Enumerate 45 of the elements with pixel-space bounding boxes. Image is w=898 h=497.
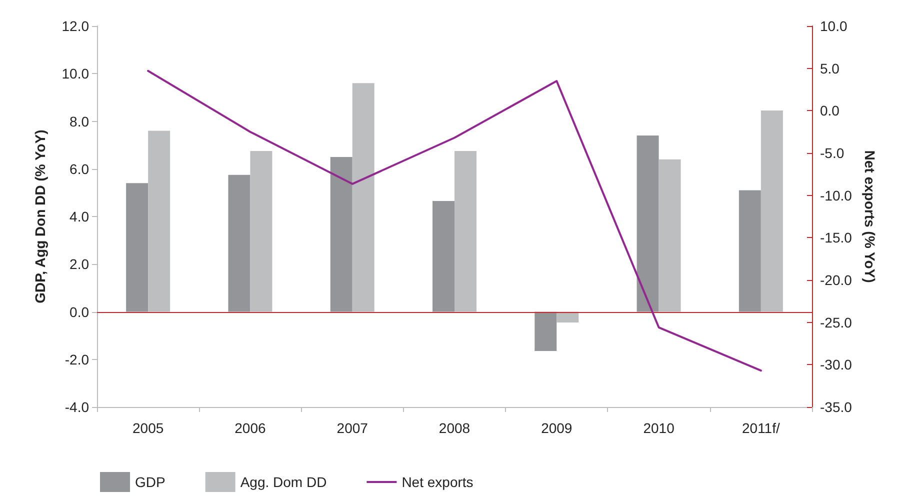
x-tick-label: 2010 xyxy=(643,420,675,436)
x-tick-label: 2011f/ xyxy=(742,420,780,436)
bar xyxy=(148,130,170,312)
bar xyxy=(454,151,476,312)
y2-tick-label: -35.0 xyxy=(820,399,852,415)
bar xyxy=(228,174,250,312)
y2-tick-label: 5.0 xyxy=(820,60,840,76)
x-tick-label: 2009 xyxy=(541,420,572,436)
y2-tick-label: -20.0 xyxy=(820,272,852,288)
y2-tick-label: -5.0 xyxy=(820,145,844,161)
bar xyxy=(534,312,557,352)
bar xyxy=(760,110,783,312)
bar xyxy=(126,183,148,312)
y-tick-label: 2.0 xyxy=(70,256,90,272)
line-series xyxy=(147,70,762,372)
y2-tick-label: -10.0 xyxy=(820,187,852,204)
x-tick-label: 2006 xyxy=(234,420,266,436)
x-tick-label: 2005 xyxy=(132,420,164,436)
y-axis-title: GDP, Agg Don DD (% YoY) xyxy=(32,130,48,304)
bar xyxy=(432,201,454,312)
bar xyxy=(658,159,681,312)
y2-tick-label: -25.0 xyxy=(820,314,852,330)
y2-tick-label: 0.0 xyxy=(820,102,840,119)
x-tick-label: 2008 xyxy=(438,420,470,436)
x-tick-label: 2007 xyxy=(336,420,368,436)
legend-label: Agg. Dom DD xyxy=(240,474,327,490)
y2-tick-label: 10.0 xyxy=(820,18,848,34)
y-tick-label: -4.0 xyxy=(64,399,90,415)
y-tick-label: 12.0 xyxy=(62,18,90,34)
y-tick-label: 0.0 xyxy=(70,304,90,320)
y-tick-label: 4.0 xyxy=(70,208,90,224)
y-tick-label: 10.0 xyxy=(62,66,90,82)
y2-tick-label: -15.0 xyxy=(820,230,852,246)
y2-tick-label: -30.0 xyxy=(820,356,852,373)
bar xyxy=(250,151,272,312)
y-tick-label: -2.0 xyxy=(64,351,90,368)
y-tick-label: 6.0 xyxy=(70,160,90,177)
bar xyxy=(352,83,374,312)
y-tick-label: 8.0 xyxy=(70,113,90,130)
legend-label: Net exports xyxy=(402,474,474,490)
y2-axis-title: Net exports (% YoY) xyxy=(862,150,878,283)
bar xyxy=(636,136,659,312)
bar xyxy=(738,190,761,312)
legend-label: GDP xyxy=(135,474,166,490)
bar xyxy=(330,156,352,312)
